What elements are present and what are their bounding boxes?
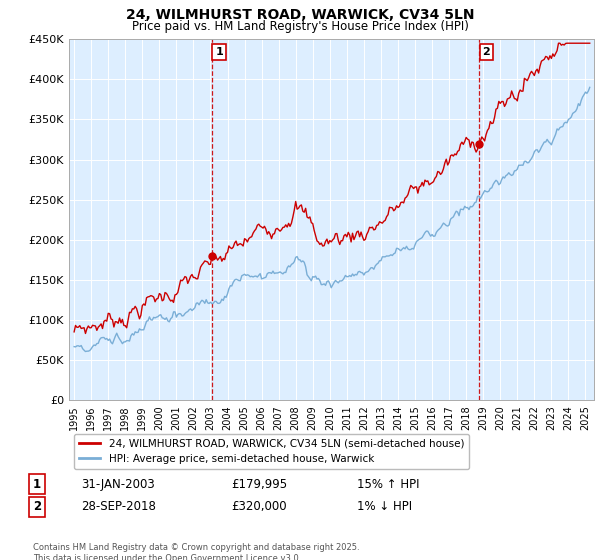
Text: Contains HM Land Registry data © Crown copyright and database right 2025.
This d: Contains HM Land Registry data © Crown c…	[33, 543, 359, 560]
Text: 1: 1	[33, 478, 41, 491]
Text: 15% ↑ HPI: 15% ↑ HPI	[357, 478, 419, 491]
Text: 2: 2	[482, 47, 490, 57]
Text: Price paid vs. HM Land Registry's House Price Index (HPI): Price paid vs. HM Land Registry's House …	[131, 20, 469, 33]
Text: £179,995: £179,995	[231, 478, 287, 491]
Text: 1% ↓ HPI: 1% ↓ HPI	[357, 500, 412, 514]
Text: 24, WILMHURST ROAD, WARWICK, CV34 5LN: 24, WILMHURST ROAD, WARWICK, CV34 5LN	[126, 8, 474, 22]
Text: 2: 2	[33, 500, 41, 514]
Text: £320,000: £320,000	[231, 500, 287, 514]
Text: 28-SEP-2018: 28-SEP-2018	[81, 500, 156, 514]
Text: 31-JAN-2003: 31-JAN-2003	[81, 478, 155, 491]
Text: 1: 1	[215, 47, 223, 57]
Legend: 24, WILMHURST ROAD, WARWICK, CV34 5LN (semi-detached house), HPI: Average price,: 24, WILMHURST ROAD, WARWICK, CV34 5LN (s…	[74, 433, 469, 469]
